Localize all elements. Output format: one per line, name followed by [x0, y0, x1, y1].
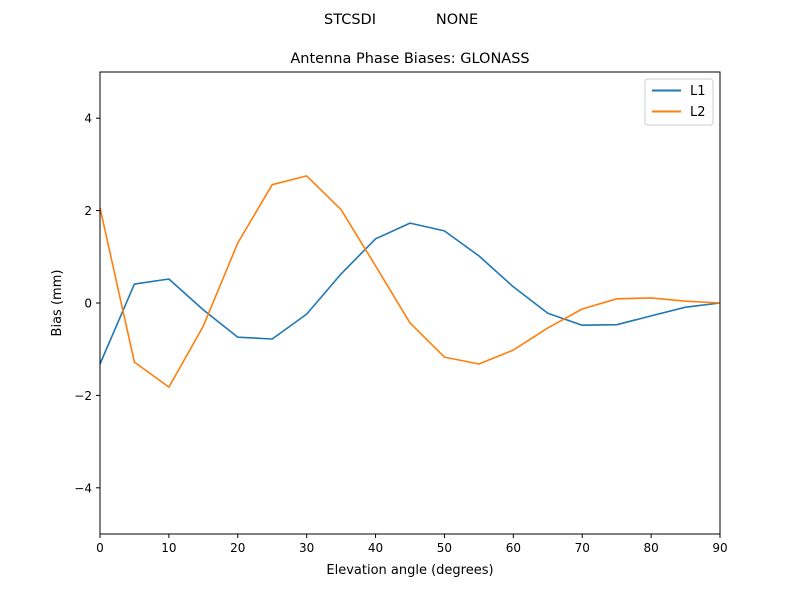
y-tick-label: −2: [74, 389, 92, 403]
x-axis-label: Elevation angle (degrees): [326, 563, 493, 578]
x-tick-label: 70: [575, 541, 590, 555]
y-axis-ticks: −4 −2 0 2 4: [74, 112, 100, 495]
x-tick-label: 40: [368, 541, 383, 555]
legend-label-l2: L2: [690, 105, 706, 120]
y-axis-label: Bias (mm): [50, 270, 65, 337]
legend-label-l1: L1: [690, 84, 706, 99]
suptitle-right: NONE: [436, 12, 478, 28]
legend: L1 L2: [644, 78, 714, 126]
y-tick-label: 0: [84, 297, 92, 311]
x-tick-label: 0: [96, 541, 104, 555]
x-tick-label: 50: [437, 541, 452, 555]
x-tick-label: 20: [230, 541, 245, 555]
x-tick-label: 30: [299, 541, 314, 555]
suptitle-left: STCSDI: [324, 12, 376, 28]
x-tick-label: 60: [506, 541, 521, 555]
chart-title: Antenna Phase Biases: GLONASS: [290, 51, 529, 67]
x-tick-label: 90: [712, 541, 727, 555]
series-lines: [99, 175, 721, 388]
x-tick-label: 10: [161, 541, 176, 555]
y-tick-label: 2: [84, 204, 92, 218]
series-line-l1: [99, 222, 721, 365]
plot-area: [100, 72, 720, 534]
x-tick-label: 80: [643, 541, 658, 555]
series-line-l2: [99, 175, 721, 388]
x-axis-ticks: 0 10 20 30 40 50 60 70 80 90: [96, 534, 728, 555]
y-tick-label: −4: [74, 481, 92, 495]
y-tick-label: 4: [84, 112, 92, 126]
